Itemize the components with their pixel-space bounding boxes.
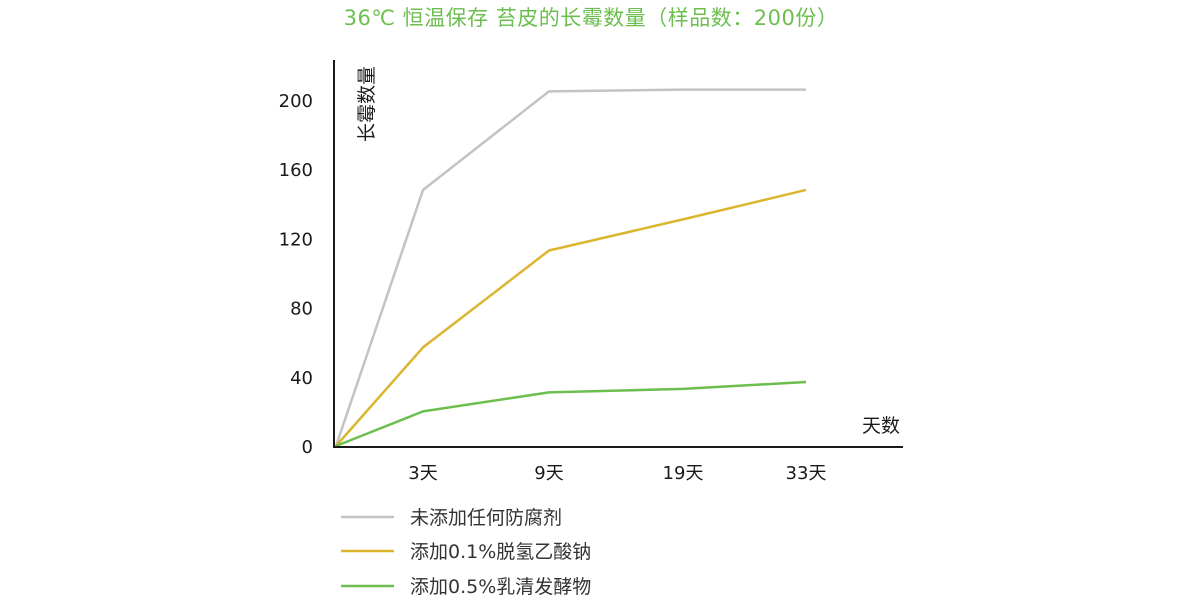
y-tick-label: 80 bbox=[290, 299, 313, 320]
x-tick-label: 19天 bbox=[663, 463, 704, 484]
y-tick-labels: 0 40 80 120 160 200 bbox=[279, 91, 313, 458]
y-tick-label: 0 bbox=[302, 437, 313, 458]
series-line-1 bbox=[334, 88, 806, 447]
y-tick-label: 160 bbox=[279, 160, 313, 181]
y-tick-label: 200 bbox=[279, 91, 313, 112]
series-line-2 bbox=[335, 188, 807, 447]
series-layer bbox=[334, 88, 807, 448]
y-axis-label: 长霉数量 bbox=[356, 66, 378, 142]
legend-label: 添加0.5%乳清发酵物 bbox=[410, 576, 591, 598]
legend-label: 未添加任何防腐剂 bbox=[410, 507, 562, 529]
legend-label: 添加0.1%脱氢乙酸钠 bbox=[410, 541, 591, 563]
chart-title: 36℃ 恒温保存 苔皮的长霉数量（样品数：200份） bbox=[343, 6, 839, 30]
x-tick-label: 33天 bbox=[786, 463, 827, 484]
x-tick-label: 3天 bbox=[408, 463, 437, 484]
series-line-3 bbox=[335, 380, 807, 448]
y-tick-label: 40 bbox=[290, 368, 313, 389]
y-tick-label: 120 bbox=[279, 229, 313, 250]
x-tick-label: 9天 bbox=[534, 463, 563, 484]
x-tick-labels: 3天 9天 19天 33天 bbox=[408, 463, 826, 484]
x-axis-label: 天数 bbox=[862, 415, 900, 437]
